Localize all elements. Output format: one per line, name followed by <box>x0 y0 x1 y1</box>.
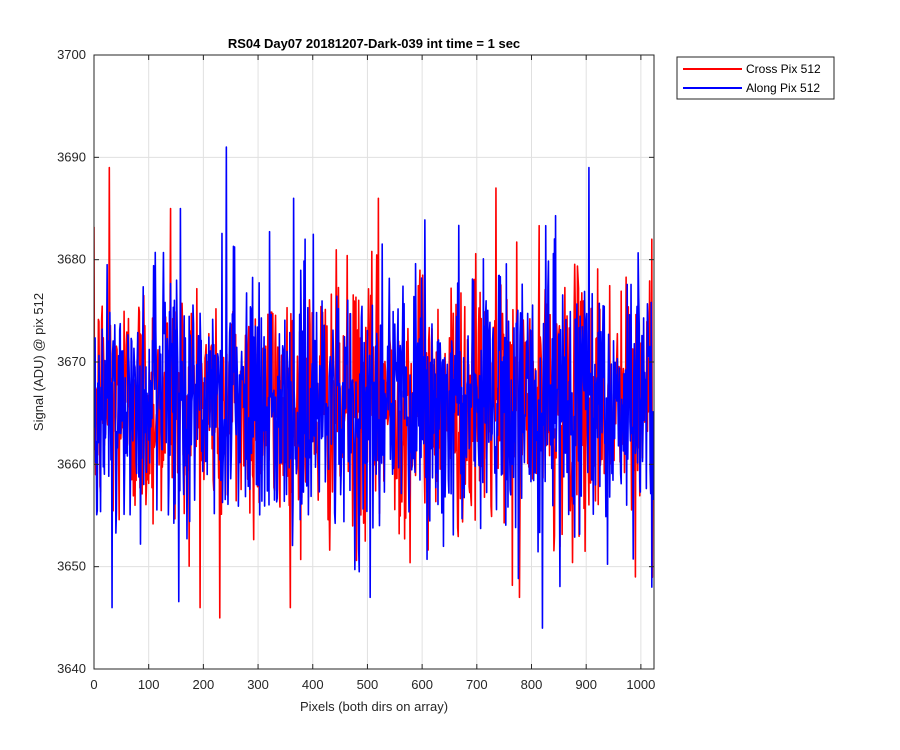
series-line-along <box>94 146 654 629</box>
y-tick-label: 3700 <box>57 47 86 62</box>
tick-labels: 0 100 200 300 400 500 600 700 800 900 1000 3640 3650… <box>57 47 655 692</box>
x-tick-label: 100 <box>138 677 160 692</box>
x-tick-label: 900 <box>575 677 597 692</box>
x-tick-label: 1000 <box>626 677 655 692</box>
legend: Cross Pix 512 Along Pix 512 <box>676 56 835 100</box>
y-tick-label: 3650 <box>57 559 86 574</box>
legend-box <box>676 56 835 100</box>
y-tick-label: 3680 <box>57 252 86 267</box>
y-tick-label: 3640 <box>57 661 86 676</box>
y-tick-label: 3670 <box>57 354 86 369</box>
y-tick-label: 3660 <box>57 456 86 471</box>
x-tick-label: 200 <box>193 677 215 692</box>
x-tick-label: 800 <box>521 677 543 692</box>
legend-label-along: Along Pix 512 <box>746 81 820 95</box>
x-tick-label: 300 <box>247 677 269 692</box>
legend-label-cross: Cross Pix 512 <box>746 62 821 76</box>
x-tick-label: 600 <box>411 677 433 692</box>
y-tick-label: 3690 <box>57 149 86 164</box>
x-tick-label: 700 <box>466 677 488 692</box>
ticks <box>93 54 654 670</box>
x-tick-label: 500 <box>357 677 379 692</box>
y-axis-label: Signal (ADU) @ pix 512 <box>31 293 46 431</box>
series-layer <box>94 146 654 629</box>
x-axis-label: Pixels (both dirs on array) <box>300 699 448 714</box>
x-tick-label: 400 <box>302 677 324 692</box>
x-tick-label: 0 <box>90 677 97 692</box>
chart-title: RS04 Day07 20181207-Dark-039 int time = … <box>228 36 520 51</box>
